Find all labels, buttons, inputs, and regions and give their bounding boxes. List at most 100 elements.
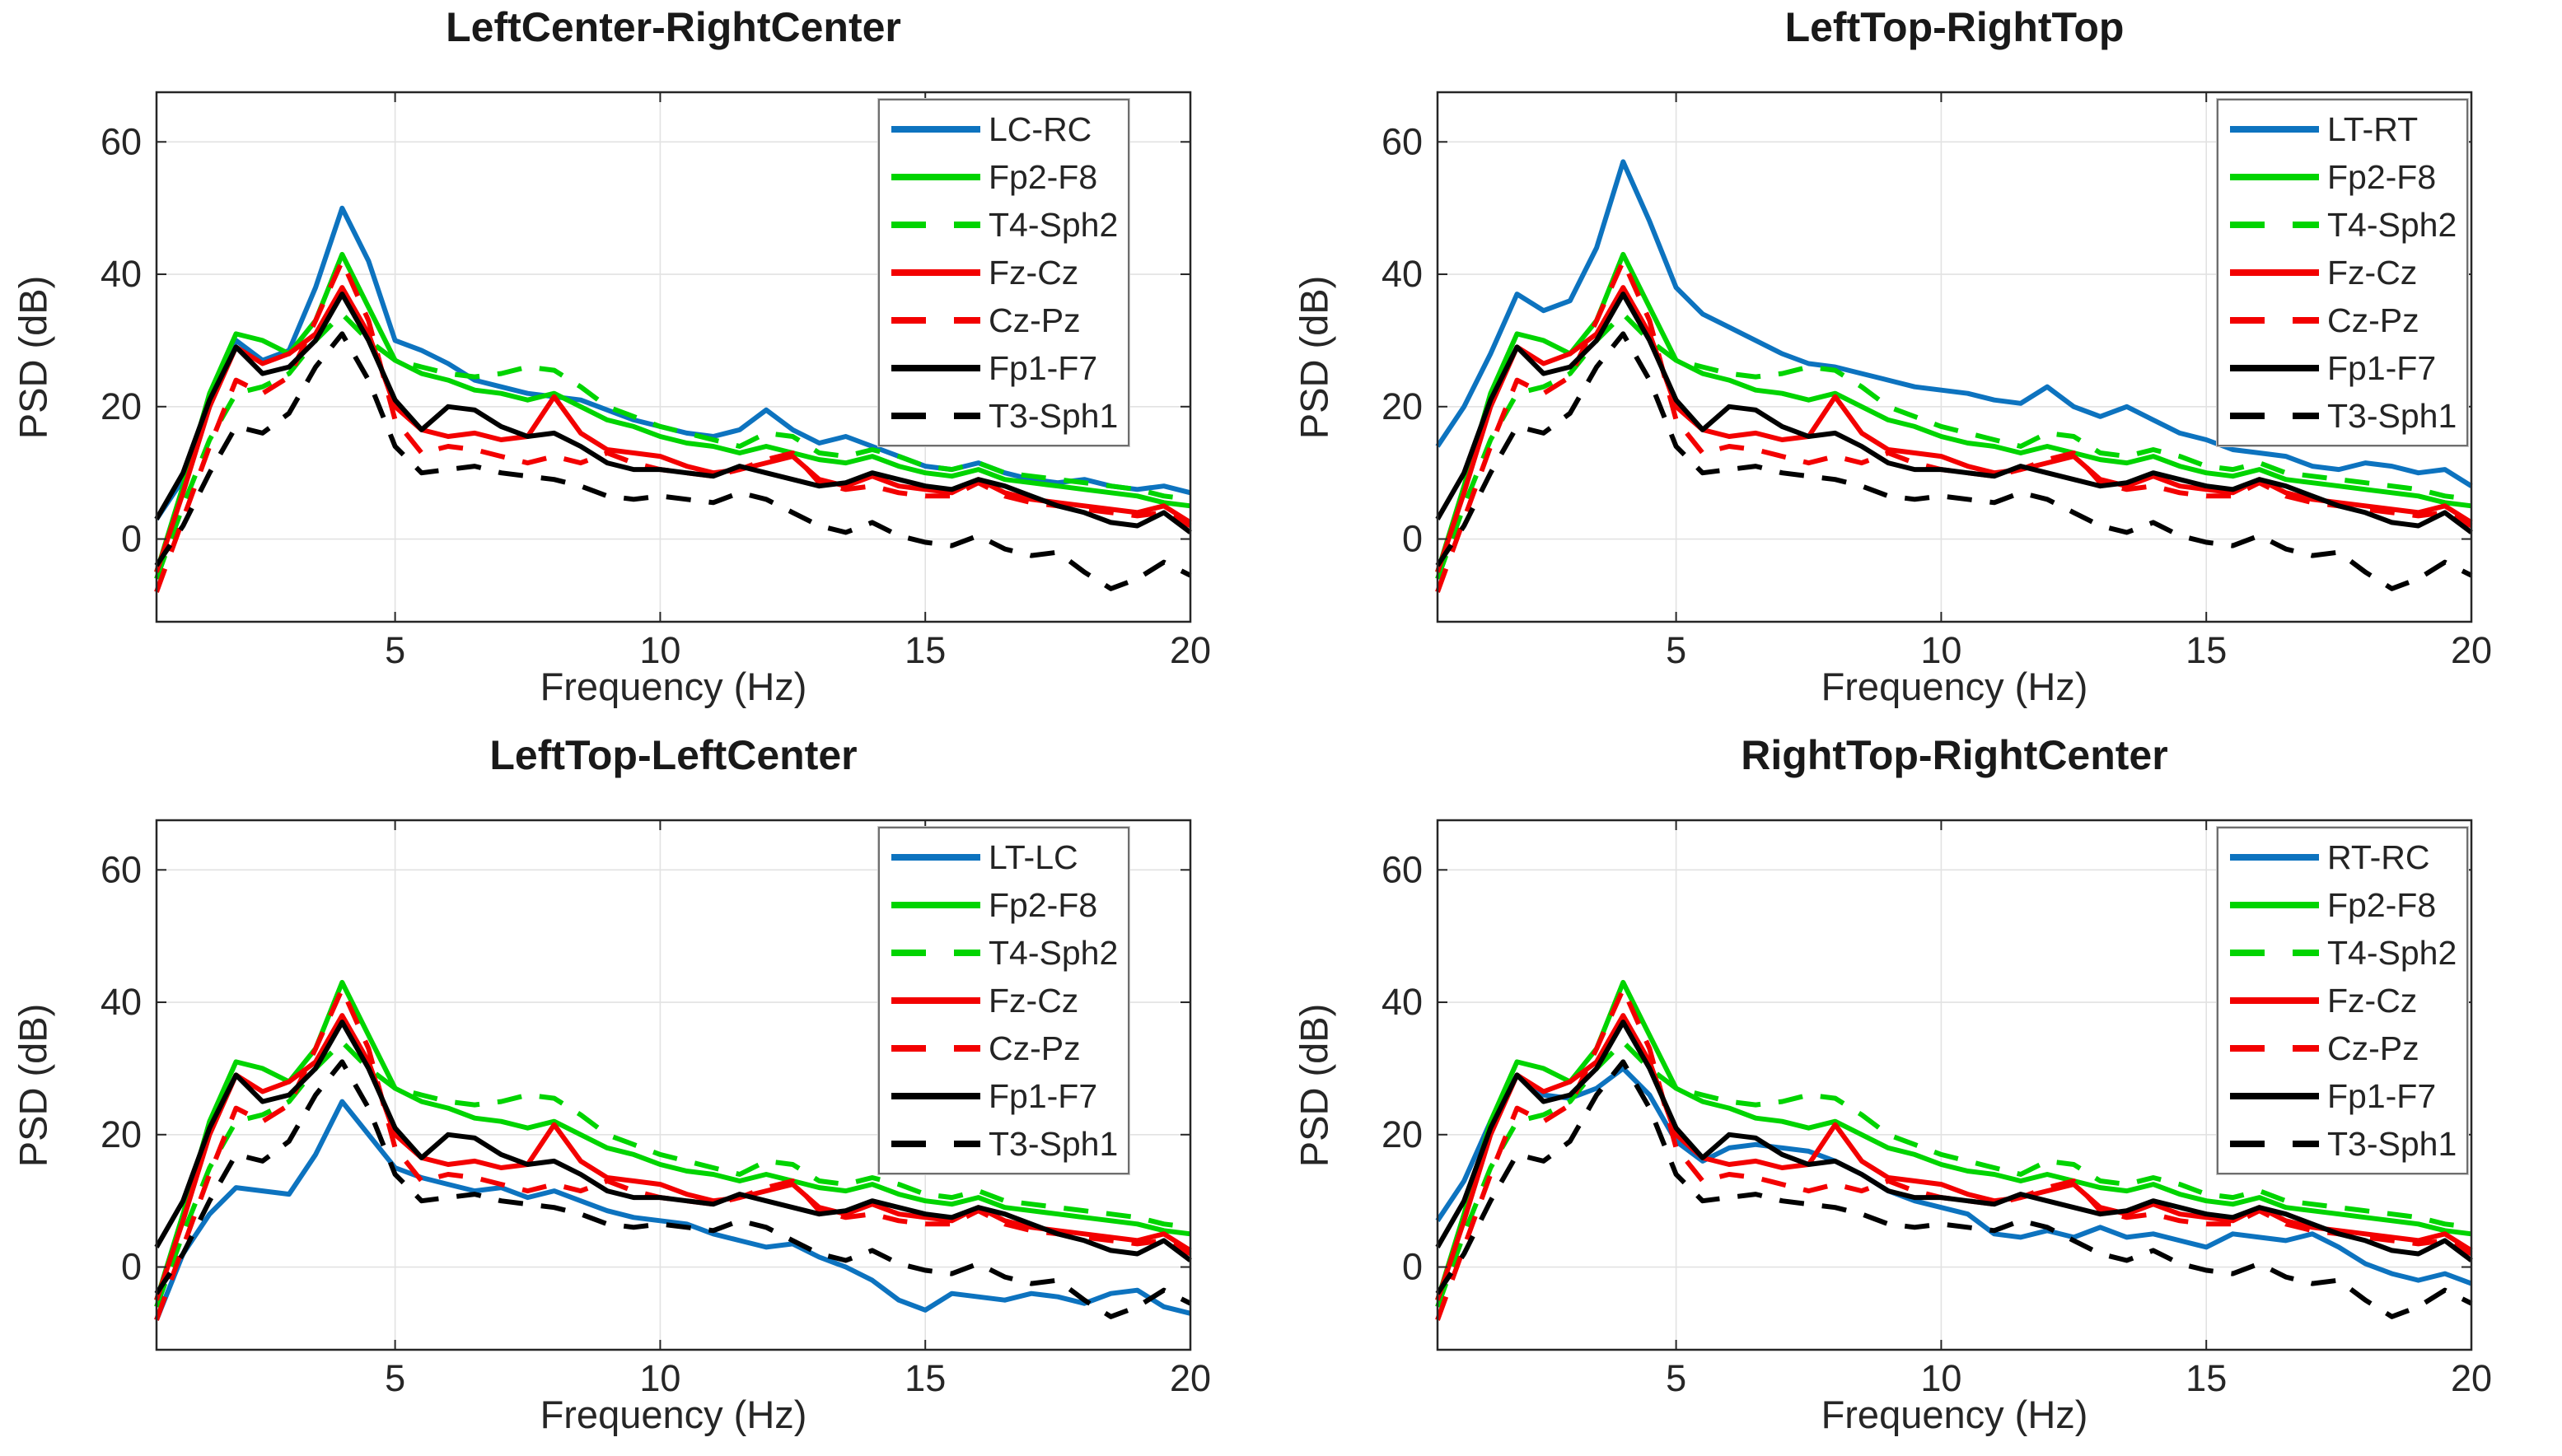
legend-item-LC-RC: LC-RC: [886, 105, 1121, 153]
y-tick-label: 40: [101, 253, 142, 295]
y-tick-label: 20: [101, 1113, 142, 1155]
x-tick-label: 20: [1170, 629, 1211, 671]
series-Cz-Pz: [1435, 259, 2473, 593]
series-Fp1-F7: [154, 1020, 1192, 1262]
axes-frame: [155, 91, 1192, 623]
legend-label: Fz-Cz: [989, 253, 1079, 292]
series-lines: [1435, 159, 2473, 593]
series-Fp1-F7: [1435, 1020, 2473, 1262]
legend-label: T4-Sph2: [2327, 205, 2457, 244]
y-tick-label: 40: [1382, 981, 1423, 1023]
legend-line-sample: [891, 317, 980, 324]
legend-line-sample: [891, 997, 980, 1004]
legend-line-sample: [2230, 997, 2319, 1004]
legend-line-sample: [891, 950, 980, 956]
legend-item-Fp1-F7: Fp1-F7: [886, 1072, 1121, 1120]
x-axis-label: Frequency (Hz): [1821, 1393, 2088, 1436]
legend-line-sample: [2230, 854, 2319, 861]
series-Fp2-F8: [1435, 251, 2472, 573]
legend-line-sample: [891, 413, 980, 419]
legend-label: LT-RT: [2327, 110, 2419, 148]
x-axis-label: Frequency (Hz): [1821, 665, 2088, 708]
legend-line-sample: [2230, 317, 2319, 324]
legend-line-sample: [891, 1141, 980, 1147]
legend-line-sample: [891, 222, 980, 228]
legend-item-T3-Sph1: T3-Sph1: [886, 1120, 1121, 1168]
x-tick-label: 5: [385, 1357, 405, 1399]
series-T4-Sph2: [1435, 1039, 2472, 1308]
series-LT-LC: [154, 1099, 1191, 1321]
series-T3-Sph1: [154, 331, 1192, 591]
plot-area: 5 10 15 20 0 20 40 60: [101, 819, 1211, 1399]
legend-item-Fp2-F8: Fp2-F8: [2225, 881, 2460, 929]
y-tick-label: 0: [121, 1246, 142, 1288]
legend-item-Fp1-F7: Fp1-F7: [886, 344, 1121, 392]
legend-item-T3-Sph1: T3-Sph1: [2225, 1120, 2460, 1168]
series-T3-Sph1: [154, 1059, 1192, 1319]
series-Fz-Cz: [1435, 285, 2473, 573]
series-lines: [154, 205, 1192, 593]
x-tick-label: 20: [1170, 1357, 1211, 1399]
series-T4-Sph2: [154, 1039, 1191, 1308]
x-tick-label: 15: [905, 629, 946, 671]
legend-label: Fz-Cz: [2327, 981, 2418, 1020]
legend-item-T4-Sph2: T4-Sph2: [886, 929, 1121, 977]
legend-line-sample: [2230, 269, 2319, 276]
x-tick-label: 15: [905, 1357, 946, 1399]
subplot-title: RightTop-RightCenter: [1741, 732, 2168, 778]
x-tick-label: 15: [2186, 1357, 2227, 1399]
legend-line-sample: [891, 126, 980, 133]
legend-line-sample: [2230, 902, 2319, 908]
x-tick-label: 5: [1666, 629, 1686, 671]
series-Cz-Pz: [154, 987, 1192, 1321]
series-T3-Sph1: [1435, 331, 2473, 591]
legend-item-Fp1-F7: Fp1-F7: [2225, 344, 2460, 392]
y-tick-label: 20: [1382, 385, 1423, 427]
y-tick-label: 20: [1382, 1113, 1423, 1155]
y-tick-label: 0: [1402, 518, 1423, 560]
series-Fp1-F7: [154, 292, 1192, 534]
y-tick-label: 60: [101, 848, 142, 890]
legend-item-Fz-Cz: Fz-Cz: [886, 249, 1121, 296]
legend-item-T4-Sph2: T4-Sph2: [2225, 929, 2460, 977]
series-Cz-Pz: [154, 259, 1192, 593]
legend-item-Fp2-F8: Fp2-F8: [886, 881, 1121, 929]
subplot-title: LeftTop-LeftCenter: [489, 732, 858, 778]
legend-label: T3-Sph1: [989, 1124, 1119, 1163]
legend-label: LT-LC: [989, 838, 1078, 876]
legend-line-sample: [2230, 950, 2319, 956]
legend-item-Cz-Pz: Cz-Pz: [886, 1024, 1121, 1072]
tick-marks: [157, 820, 1191, 1350]
legend-line-sample: [891, 854, 980, 861]
series-Fp2-F8: [154, 979, 1191, 1301]
legend-item-Fp2-F8: Fp2-F8: [886, 153, 1121, 201]
y-tick-label: 60: [101, 120, 142, 162]
legend-label: T3-Sph1: [2327, 1124, 2457, 1163]
series-lines: [1435, 979, 2473, 1321]
legend-item-Cz-Pz: Cz-Pz: [886, 296, 1121, 344]
legend-line-sample: [2230, 365, 2319, 371]
legend-line-sample: [2230, 1093, 2319, 1099]
subplot-title: LeftCenter-RightCenter: [446, 4, 901, 50]
series-LT-RT: [1435, 159, 2473, 488]
legend: LT-RT Fp2-F8 T4-Sph2 Fz-Cz Cz-Pz Fp1-F7 T3-Sph…: [2217, 99, 2469, 446]
legend-label: Fp2-F8: [989, 157, 1098, 196]
y-tick-label: 0: [121, 518, 142, 560]
tick-marks: [157, 92, 1191, 622]
series-Fp1-F7: [1435, 292, 2473, 534]
x-axis-label: Frequency (Hz): [540, 1393, 807, 1436]
series-Fz-Cz: [1435, 1013, 2473, 1301]
legend-label: Fp1-F7: [989, 1076, 1098, 1115]
legend-item-Cz-Pz: Cz-Pz: [2225, 296, 2460, 344]
legend-item-T4-Sph2: T4-Sph2: [886, 201, 1121, 249]
legend-item-Fz-Cz: Fz-Cz: [2225, 249, 2460, 296]
x-tick-label: 20: [2451, 629, 2492, 671]
plot-area: 5 10 15 20 0 20 40 60: [101, 91, 1211, 671]
legend-label: T4-Sph2: [2327, 933, 2457, 972]
legend-item-RT-RC: RT-RC: [2225, 833, 2460, 881]
legend-label: Cz-Pz: [2327, 1029, 2419, 1067]
legend-item-T3-Sph1: T3-Sph1: [886, 392, 1121, 440]
series-Fz-Cz: [154, 1013, 1192, 1301]
legend: LT-LC Fp2-F8 T4-Sph2 Fz-Cz Cz-Pz Fp1-F7 T3-Sph…: [878, 827, 1130, 1174]
